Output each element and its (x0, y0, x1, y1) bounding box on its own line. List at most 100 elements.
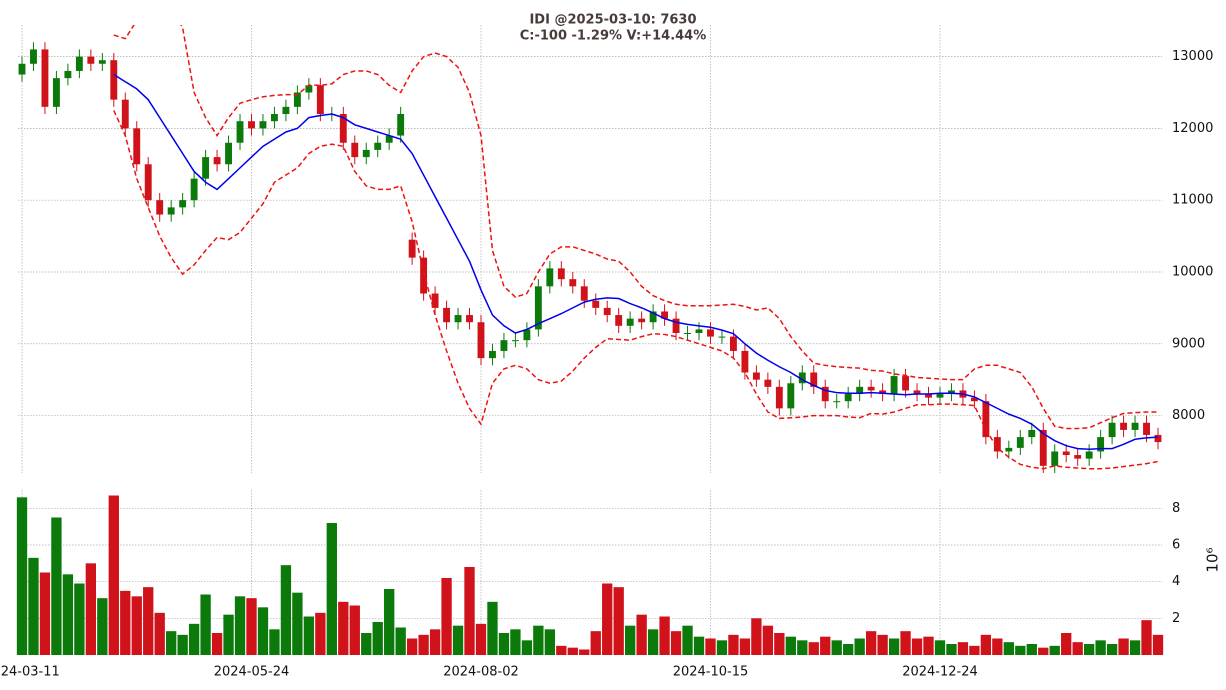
candle-body (190, 178, 198, 201)
volume-bar (74, 583, 85, 655)
volume-bar (946, 644, 957, 655)
candle-body (18, 63, 26, 75)
candle-body (741, 350, 749, 373)
candle-body (167, 207, 175, 215)
volume-bar (624, 625, 636, 655)
volume-bar (464, 567, 475, 655)
volume-bar (257, 607, 269, 655)
price-panel (18, 25, 1162, 473)
candle-body (397, 114, 405, 136)
candle-body (798, 372, 806, 384)
volume-bar (39, 572, 51, 655)
volume-bar (188, 623, 200, 655)
candle-body (867, 386, 875, 391)
candle-body (557, 268, 565, 280)
volume-panel (16, 495, 1164, 655)
candle-body (707, 329, 714, 337)
volume-bar (28, 557, 39, 655)
volume-bar (670, 631, 682, 655)
volume-bar (246, 598, 257, 655)
volume-bar (338, 601, 349, 655)
volume-bar (556, 645, 567, 655)
volume-tick-label: 4 (1172, 574, 1180, 589)
volume-bar (579, 649, 590, 655)
volume-bar (154, 612, 165, 655)
chart-subtitle: C:-100 -1.29% V:+14.44% (520, 29, 707, 44)
volume-bar (487, 601, 498, 655)
volume-bar (510, 629, 521, 655)
candle-body (362, 149, 370, 158)
candle-body (729, 336, 737, 351)
candle-body (339, 114, 347, 143)
candle-body (316, 85, 324, 115)
candle-body (213, 157, 221, 165)
volume-bar (521, 640, 533, 655)
candle-body (52, 78, 60, 107)
candle-body (775, 386, 783, 409)
candle-body (546, 268, 554, 287)
candle-body (454, 315, 462, 323)
volume-bar (602, 583, 613, 655)
volume-bar (785, 636, 796, 655)
volume-bar (544, 629, 556, 655)
grid (18, 25, 1162, 655)
volume-bar (303, 616, 315, 655)
y-tick-label: 11000 (1172, 193, 1213, 208)
candle-body (351, 142, 359, 158)
candle-body (87, 56, 95, 64)
volume-bar (280, 565, 292, 655)
candle-body (271, 114, 278, 122)
volume-bar (234, 596, 246, 655)
candle-body (1097, 437, 1105, 452)
volume-bar (1095, 640, 1106, 655)
candle-body (890, 376, 898, 395)
candle-body (236, 121, 244, 143)
candle-body (649, 311, 657, 323)
volume-bar (395, 627, 406, 655)
candle-body (695, 329, 703, 333)
volume-bar (1072, 642, 1083, 655)
candle-body (282, 106, 290, 115)
candle-body (821, 386, 829, 402)
volume-bar (1083, 644, 1095, 655)
candle-body (259, 121, 267, 129)
volume-bar (223, 614, 234, 655)
candle-body (603, 307, 611, 316)
candle-body (580, 286, 588, 301)
candle-body (752, 372, 760, 380)
candle-body (1005, 447, 1013, 452)
candle-body (30, 49, 37, 64)
candle-body (672, 318, 680, 333)
candle-body (718, 336, 726, 338)
candle-body (948, 390, 955, 395)
candle-body (248, 121, 255, 129)
chart-title: IDI @2025-03-10: 7630 (529, 13, 696, 28)
candle-body (913, 390, 921, 395)
volume-bar (177, 634, 188, 655)
volume-bar (751, 618, 762, 655)
y-tick-label: 13000 (1172, 49, 1213, 64)
volume-bar (131, 596, 142, 655)
candle-body (110, 60, 118, 100)
volume-bar (923, 636, 934, 655)
candle-body (156, 200, 164, 215)
candle-body (1028, 429, 1036, 438)
candle-body (179, 200, 187, 208)
candle-body (661, 311, 669, 319)
candle-body (133, 128, 141, 165)
candle-body (1051, 451, 1059, 466)
volume-bar (911, 638, 923, 655)
candle-body (1039, 429, 1047, 466)
candle-body (902, 376, 909, 391)
candle-body (1016, 437, 1024, 448)
candle-body (844, 394, 852, 402)
candle-body (879, 390, 887, 395)
volume-bar (269, 629, 280, 655)
volume-bar (361, 633, 372, 655)
candle-body (638, 318, 646, 323)
labels: IDI @2025-03-10: 7630 C:-100 -1.29% V:+1… (0, 13, 1222, 680)
candle-body (523, 329, 531, 341)
candle-body (144, 164, 152, 201)
volume-bar (441, 578, 452, 655)
volume-bar (613, 587, 624, 655)
